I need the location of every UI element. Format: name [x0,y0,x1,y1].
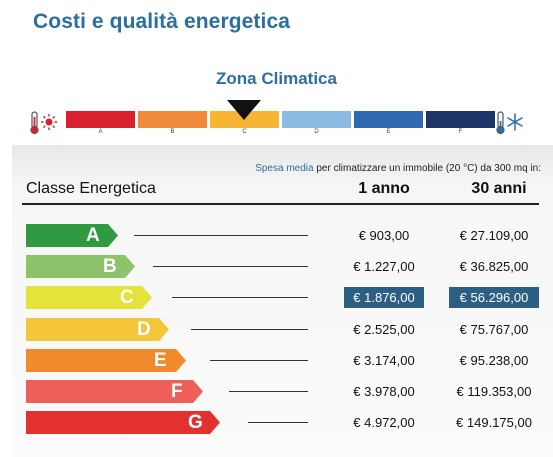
class-letter: G [188,412,203,434]
zone-letter-d: D [314,129,319,135]
class-arrow-e [26,348,186,372]
class-letter: C [120,287,134,309]
column-header-1-year: 1 anno [358,180,410,197]
zone-letter-b: B [170,129,175,135]
zone-letter-e: E [386,129,391,135]
class-letter: F [171,381,183,402]
leader-line [172,297,308,299]
climate-zone-scale: A B C D E F [0,100,553,140]
class-arrow-b [26,255,135,279]
leader-line [191,328,308,330]
class-letter: A [86,225,100,246]
selected-zone-marker [227,100,261,120]
class-arrow-f [26,380,203,403]
class-arrow-d [26,317,169,341]
table-row: F € 3.978,00 € 119.353,00 [12,380,553,406]
zone-bar-a [66,111,135,128]
cost-30-years: € 95.238,00 [459,352,529,368]
table-row: C € 1.876,00 € 56.296,00 [12,286,553,312]
class-arrow-g [26,411,220,435]
column-header-class: Classe Energetica [26,180,156,197]
table-row: E € 3.174,00 € 95.238,00 [12,348,553,375]
zone-letter-a: A [98,129,103,135]
energy-cost-panel: Spesa media per climatizzare un immobile… [12,145,553,457]
spesa-highlight: Spesa media [255,163,314,174]
cost-30-years: € 75.767,00 [459,321,529,337]
leader-line [248,422,308,424]
class-arrow-c [26,286,152,310]
cost-1-year: € 903,00 [358,228,410,243]
cost-30-years: € 27.109,00 [459,228,529,243]
cost-1-year: € 3.978,00 [353,384,415,399]
zone-letter-c: C [242,129,247,135]
table-row: G € 4.972,00 € 149.175,00 [12,411,553,437]
column-header-30-years: 30 anni [471,180,527,197]
table-row: B € 1.227,00 € 36.825,00 [12,255,553,281]
cost-1-year: € 3.174,00 [353,352,415,368]
cost-1-year: € 4.972,00 [353,415,415,431]
leader-line [210,359,308,361]
thermometer-sun-icon [30,111,57,135]
cost-30-years: € 149.175,00 [456,415,532,431]
cost-30-years: € 119.353,00 [456,384,532,399]
zone-bar-b [138,111,207,128]
cost-30-years: € 36.825,00 [459,259,529,275]
spesa-text: per climatizzare un immobile (20 °C) da … [313,163,541,174]
leader-line [229,391,308,392]
zone-bar-d [282,111,351,128]
cost-1-year: € 1.227,00 [353,259,415,275]
class-letter: E [154,349,167,371]
table-row: A € 903,00 € 27.109,00 [12,224,553,250]
thermometer-snowflake-icon [496,111,523,135]
cost-30-years: € 56.296,00 [449,287,539,309]
class-letter: D [137,318,151,340]
zone-letter-f: F [458,129,463,135]
header-divider [22,203,539,205]
zone-title: Zona Climatica [216,69,337,88]
zone-bar-f [426,111,495,128]
cost-1-year: € 1.876,00 [344,287,424,309]
class-arrow-a [26,224,118,247]
class-letter: B [103,256,117,278]
leader-line [134,235,308,236]
zone-bars: A B C D E F [66,111,495,137]
leader-line [153,266,308,268]
zone-bar-e [354,111,423,128]
page-title: Costi e qualità energetica [33,10,291,33]
table-row: D € 2.525,00 € 75.767,00 [12,317,553,344]
cost-1-year: € 2.525,00 [353,321,415,337]
spesa-note: Spesa media per climatizzare un immobile… [255,163,541,174]
